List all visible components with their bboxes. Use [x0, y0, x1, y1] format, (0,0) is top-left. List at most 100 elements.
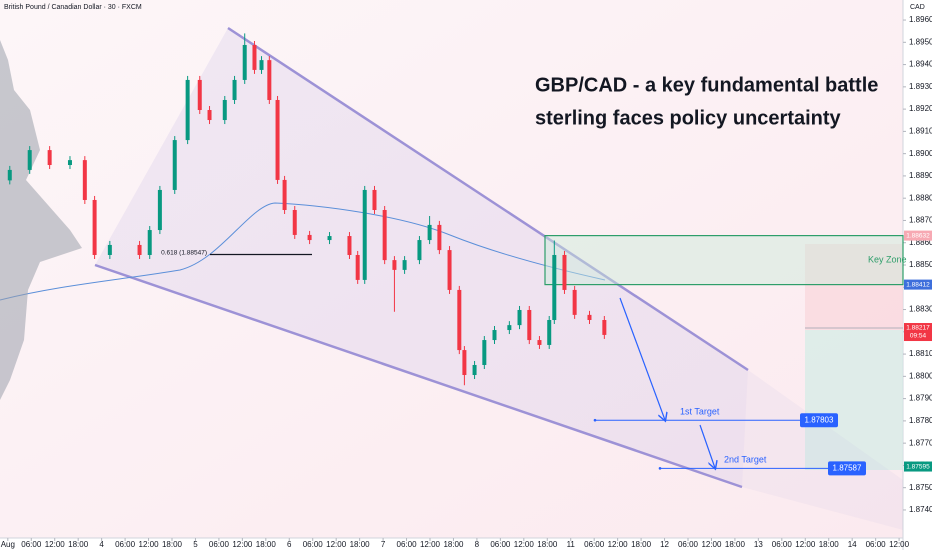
x-tick-label: 12:00	[795, 540, 816, 549]
y-tick-label: 1.89500	[909, 37, 932, 46]
candle-body	[172, 140, 177, 190]
x-tick-label: 06:00	[584, 540, 605, 549]
key-zone	[544, 235, 904, 286]
y-tick-label: 1.89600	[909, 15, 932, 24]
profit-zone	[805, 330, 903, 470]
x-tick-label: 18:00	[68, 540, 89, 549]
x-tick-label: 12:00	[45, 540, 66, 549]
x-tick-label: 06:00	[303, 540, 324, 549]
y-tick-label: 1.87900	[909, 394, 932, 403]
target-dot	[658, 467, 662, 470]
key-zone-label: Key Zone	[868, 254, 907, 264]
candle-body	[417, 240, 422, 261]
y-tick-label: 1.88700	[909, 216, 932, 225]
y-tick-label: 1.88000	[909, 371, 932, 380]
candle-body	[437, 224, 442, 251]
target-value: 1.87587	[833, 463, 862, 472]
candle-body	[562, 254, 567, 290]
channel-upper	[227, 26, 749, 372]
price-marker	[904, 461, 932, 472]
target-label: 2nd Target	[724, 455, 767, 465]
moving-average	[0, 202, 606, 301]
x-tick-label: 18:00	[256, 540, 277, 549]
candle-body	[222, 99, 227, 121]
candle-body	[427, 224, 432, 241]
y-tick-label: 1.89300	[909, 82, 932, 91]
candle-body	[197, 79, 202, 111]
candle-body	[107, 244, 112, 255]
price-marker	[904, 323, 932, 342]
x-tick-label: 06:00	[678, 540, 699, 549]
candle-body	[547, 320, 552, 345]
volume-profile	[0, 40, 82, 400]
fib-label: 0.618 (1.88547)	[161, 249, 207, 256]
title-line: sterling faces policy uncertainty	[535, 107, 842, 129]
candle-body	[27, 150, 32, 170]
candle-body	[507, 325, 512, 331]
y-tick-label: 1.88100	[909, 349, 932, 358]
candle-body	[517, 309, 522, 326]
y-tick-label: 1.88900	[909, 171, 932, 180]
y-tick-label: 1.87500	[909, 483, 932, 492]
y-tick-label: 1.89200	[909, 104, 932, 113]
candles	[7, 33, 607, 386]
target-label: 1st Target	[680, 407, 720, 417]
price-marker	[904, 230, 932, 241]
projection-arrow	[619, 297, 665, 420]
candle-body	[82, 160, 87, 200]
candle-body	[472, 364, 477, 376]
candle-body	[362, 189, 367, 280]
y-tick-label: 1.89100	[909, 126, 932, 135]
price-marker	[904, 279, 932, 290]
candle-body	[457, 289, 462, 351]
y-tick-label: 1.88500	[909, 260, 932, 269]
candle-body	[275, 99, 280, 180]
projection-arrow	[699, 424, 715, 468]
candle-body	[482, 340, 487, 365]
candle-body	[252, 44, 257, 70]
x-tick-label: 06:00	[866, 540, 887, 549]
x-tick-label: 06:00	[115, 540, 136, 549]
x-tick-label: 18:00	[725, 540, 746, 549]
currency: CAD	[910, 4, 925, 11]
y-tick-label: 1.88800	[909, 193, 932, 202]
target-dot	[593, 418, 597, 422]
channel-fill	[95, 28, 748, 487]
y-tick-label: 1.87400	[909, 505, 932, 514]
x-tick-label: 18:00	[350, 540, 371, 549]
x-tick-label: 7	[381, 540, 386, 549]
x-tick-label: 14	[848, 540, 857, 549]
candle-body	[282, 179, 287, 210]
candle-body	[527, 309, 532, 341]
x-tick-label: 12:00	[608, 540, 629, 549]
candle-body	[147, 230, 152, 255]
x-tick-label: 12	[660, 540, 669, 549]
x-tick-label: 12:00	[326, 540, 347, 549]
time-axis-bg	[0, 538, 903, 550]
candle-body	[259, 60, 264, 70]
x-tick-label: 12:00	[514, 540, 535, 549]
candle-body	[492, 330, 497, 341]
stop-zone	[805, 244, 903, 330]
candle-body	[207, 110, 212, 121]
price-marker-value: 1.88217	[906, 325, 930, 332]
y-tick-label: 1.88600	[909, 238, 932, 247]
candle-body	[392, 260, 397, 270]
price-countdown: 09:54	[910, 333, 927, 340]
x-tick-label: 12:00	[889, 540, 910, 549]
candle-body	[462, 350, 467, 376]
x-tick-label: 06:00	[209, 540, 230, 549]
candle-body	[307, 234, 312, 241]
y-tick-label: 1.89400	[909, 60, 932, 69]
y-tick-label: 1.87700	[909, 438, 932, 447]
x-tick-label: 8	[475, 540, 480, 549]
labels: 1.89600 1.89500 1.89400 1.89300 1.89200 1.891…	[1, 15, 932, 549]
candle-body	[572, 289, 577, 315]
x-tick-label: 4	[99, 540, 104, 549]
x-tick-label: 18:00	[819, 540, 840, 549]
x-tick-label: 18:00	[537, 540, 558, 549]
candle-body	[67, 160, 72, 166]
channel-lower	[94, 263, 743, 489]
y-tick-label: 1.87800	[909, 416, 932, 425]
